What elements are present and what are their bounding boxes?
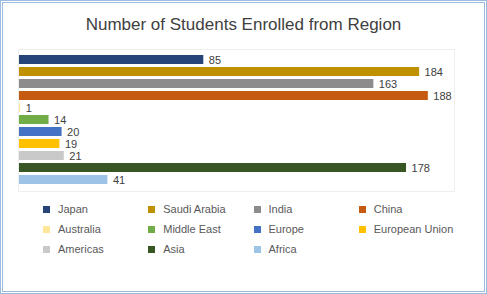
svg-text:85: 85 [209,54,221,66]
html-text:India: India [268,203,293,215]
html-text:Americas: Americas [58,243,104,255]
svg-text:1: 1 [26,102,32,114]
svg-text:178: 178 [412,162,430,174]
html-text:Saudi Arabia: Saudi Arabia [163,203,226,215]
svg-text:188: 188 [433,90,451,102]
html-text:Africa: Africa [268,243,297,255]
svg-text:184: 184 [425,66,443,78]
svg-text:19: 19 [65,138,77,150]
html-text:Europe: Europe [268,223,304,235]
html-text:Middle East: Middle East [163,223,221,235]
svg-text:163: 163 [379,78,397,90]
html-text:Number of Students Enrolled fr: Number of Students Enrolled from Region [85,15,402,34]
svg-text:41: 41 [113,174,125,186]
svg-text:21: 21 [69,150,81,162]
html-text:Japan: Japan [58,203,88,215]
html-text:Asia: Asia [163,243,185,255]
svg-text:20: 20 [67,126,79,138]
html-text:Australia: Australia [58,223,101,235]
svg-text:14: 14 [54,114,66,126]
html-text:European Union: European Union [373,223,454,235]
html-text:China: China [373,203,403,215]
